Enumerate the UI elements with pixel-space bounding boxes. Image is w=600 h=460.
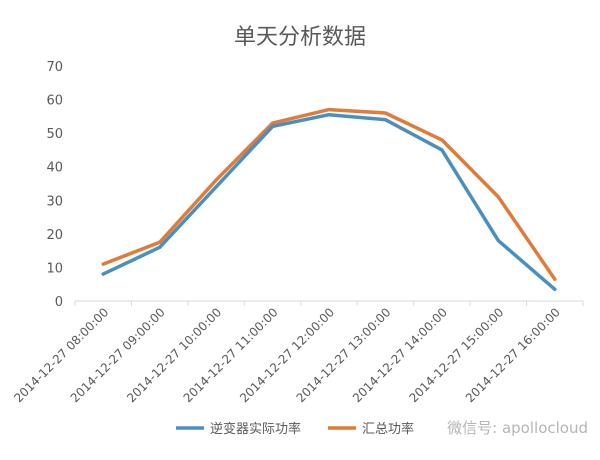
x-tick-label: 2014-12-27 10:00:00 — [124, 305, 224, 405]
y-tick-label: 20 — [46, 228, 63, 243]
watermark-text: 微信号: apollocloud — [447, 419, 588, 437]
y-tick-label: 60 — [46, 94, 63, 109]
y-tick-label: 70 — [46, 60, 63, 75]
y-axis: 0 10 20 30 40 50 60 70 — [46, 60, 63, 310]
chart-title: 单天分析数据 — [234, 25, 366, 50]
legend: 逆变器实际功率 汇总功率 — [176, 421, 414, 437]
legend-label: 汇总功率 — [362, 421, 414, 437]
legend-label: 逆变器实际功率 — [210, 421, 301, 437]
series-line — [101, 112, 557, 292]
x-tick-label: 2014-12-27 15:00:00 — [406, 305, 506, 405]
x-tick-label: 2014-12-27 14:00:00 — [350, 305, 450, 405]
y-tick-label: 0 — [55, 295, 63, 310]
x-tick-label: 2014-12-27 09:00:00 — [68, 305, 168, 405]
x-tick-label: 2014-12-27 11:00:00 — [181, 305, 281, 405]
x-tick-label: 2014-12-27 13:00:00 — [294, 305, 394, 405]
x-tick-label: 2014-12-27 16:00:00 — [463, 305, 563, 405]
series-layer — [101, 107, 557, 292]
y-tick-label: 30 — [46, 194, 63, 209]
x-tick-label: 2014-12-27 12:00:00 — [237, 305, 337, 405]
y-tick-label: 40 — [46, 161, 63, 176]
y-tick-label: 50 — [46, 127, 63, 142]
x-tick-label: 2014-12-27 08:00:00 — [11, 305, 111, 405]
y-tick-label: 10 — [46, 261, 63, 276]
series-line — [101, 107, 557, 281]
